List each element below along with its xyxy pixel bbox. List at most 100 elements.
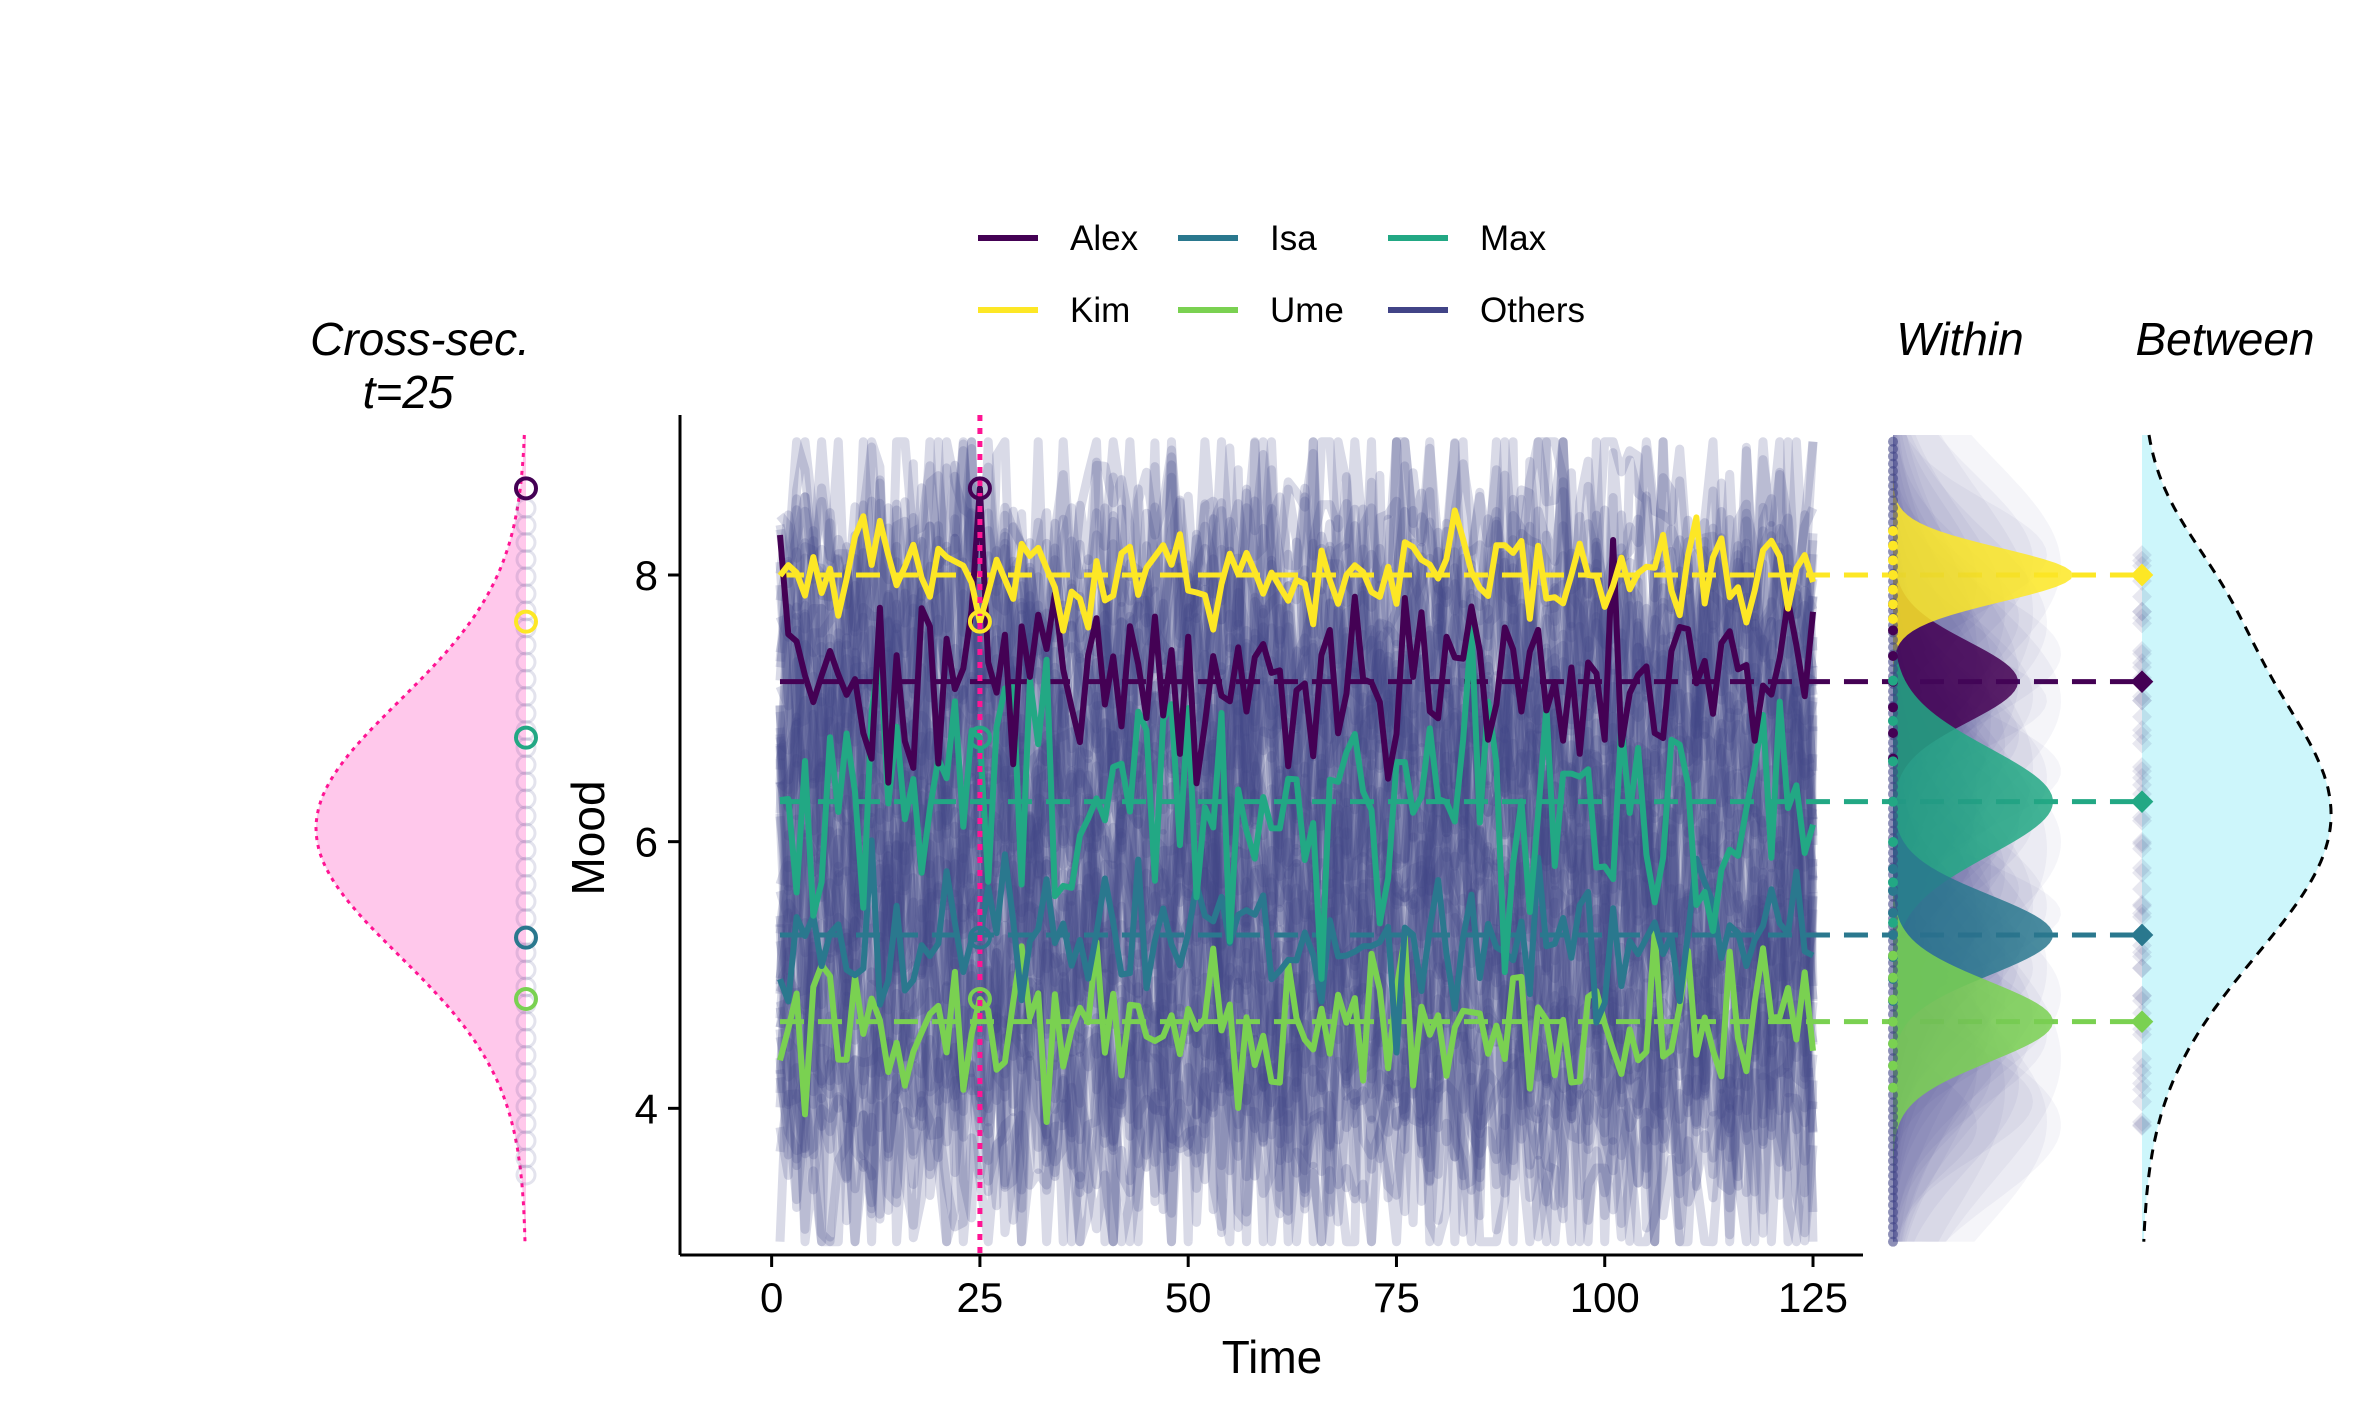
axes: 0 25 50 75 100 125 4 6 8 (635, 415, 1863, 1321)
within-rug-point (1888, 664, 1898, 675)
between-point-other (2132, 958, 2152, 979)
series-line-alex (777, 485, 1816, 787)
within-rug-point (1888, 943, 1898, 954)
between-panel (2130, 434, 2333, 1242)
within-rug-point (1888, 473, 1898, 484)
within-rug-point (1888, 466, 1898, 477)
between-point-other (2132, 833, 2152, 854)
cross-section-point-other (515, 1044, 537, 1066)
within-rug-point (1888, 825, 1898, 836)
x-tick-label: 25 (957, 1274, 1004, 1321)
cross-section-point-other (515, 1079, 537, 1101)
within-rug-max (1888, 716, 1898, 726)
within-rug-point (1888, 1045, 1898, 1056)
others-series-line (775, 810, 1818, 1247)
between-point-ume (2130, 1010, 2154, 1033)
within-rug-point (1888, 510, 1898, 521)
others-series-line (775, 546, 1818, 855)
within-rug-ume (1888, 1060, 1898, 1071)
cross-section-marker (967, 415, 992, 1255)
cross-section-point-other (515, 566, 537, 588)
between-point-other (2132, 601, 2152, 622)
within-rug-isa (1888, 930, 1898, 940)
between-point-other (2132, 894, 2152, 915)
within-rug-alex (1888, 651, 1898, 661)
cross-section-point-other (515, 1147, 537, 1169)
within-rug-kim (1888, 555, 1898, 566)
within-rug-point (1888, 1163, 1898, 1174)
between-point-other (2132, 879, 2152, 899)
within-density-alex (1893, 435, 2018, 1242)
within-rug-ume (1888, 1082, 1898, 1093)
cross-section-point-other (515, 942, 537, 964)
within-rug-max (1888, 917, 1898, 928)
point-t25-kim (967, 609, 992, 634)
series-line-max (779, 625, 1816, 982)
within-rug-alex (1888, 702, 1898, 713)
y-axis-title: Mood (562, 780, 614, 895)
within-rug-ume (1888, 950, 1898, 961)
within-density-ume (1893, 435, 2053, 1242)
cross-section-point-max (514, 725, 538, 750)
between-point-other (2132, 757, 2152, 777)
cross-section-density (316, 435, 526, 1242)
cross-section-point-other (515, 737, 537, 759)
within-rug-ume (1888, 994, 1898, 1005)
cross-section-point-other (515, 959, 537, 981)
legend: Alex Isa Max Kim Ume Others (978, 219, 1585, 330)
legend-label-isa: Isa (1270, 219, 1317, 258)
others-series-line (775, 766, 1818, 1004)
cross-section-point-other (515, 549, 537, 571)
within-rug-alex (1888, 625, 1898, 636)
between-point-other (2132, 858, 2152, 878)
between-point-other (2132, 985, 2152, 1006)
cross-section-point-other (515, 634, 537, 656)
within-rug-point (1888, 1067, 1898, 1078)
within-rug-point (1888, 480, 1898, 491)
within-rug-ume (1888, 1016, 1898, 1027)
cross-section-point-other (515, 976, 537, 998)
x-tick-label: 50 (1165, 1274, 1212, 1321)
within-rug-point (1888, 737, 1898, 748)
within-rug-kim (1888, 614, 1898, 624)
within-rug-point (1888, 1177, 1898, 1188)
between-point-other (2132, 767, 2152, 788)
series-line-isa (777, 837, 1815, 1056)
cross-section-subtitle: t=25 (363, 366, 454, 418)
y-tick-label: 4 (635, 1085, 658, 1132)
between-point-other (2132, 838, 2152, 859)
between-point-other (2132, 601, 2152, 622)
between-title: Between (2135, 313, 2314, 365)
others-series-line (775, 645, 1818, 1213)
series-line-kim (777, 507, 1816, 634)
within-rug-point (1888, 803, 1898, 814)
between-point-other (2132, 1115, 2152, 1135)
within-rug-kim (1888, 584, 1898, 595)
others-series-line (775, 988, 1818, 1247)
between-point-other (2132, 640, 2152, 661)
y-tick-label: 6 (635, 819, 658, 866)
within-rug-point (1888, 495, 1898, 506)
between-point-other (2132, 653, 2152, 673)
point-t25-max (967, 725, 992, 750)
x-tick-label: 125 (1778, 1274, 1848, 1321)
within-density-kim (1893, 435, 2073, 1242)
others-series-line (775, 887, 1818, 1247)
within-rug-point (1888, 1155, 1898, 1166)
between-point-alex (2130, 670, 2154, 693)
cross-section-density-outline (314, 434, 527, 1242)
between-point-other (2132, 550, 2152, 571)
cross-section-point-other (515, 600, 537, 622)
others-series-line (775, 843, 1818, 1247)
series-line-ume (777, 928, 1816, 1125)
between-point-other (2132, 946, 2152, 967)
cross-section-point-other (515, 651, 537, 673)
within-rug-point (1888, 1119, 1898, 1130)
within-rug-point (1888, 855, 1898, 866)
between-point-isa (2130, 923, 2154, 947)
within-rug-point (1888, 1126, 1898, 1137)
within-rug-point (1888, 781, 1898, 792)
between-point-other (2132, 613, 2152, 634)
cross-section-point-other (515, 1113, 537, 1135)
within-rug-point (1888, 1031, 1898, 1042)
